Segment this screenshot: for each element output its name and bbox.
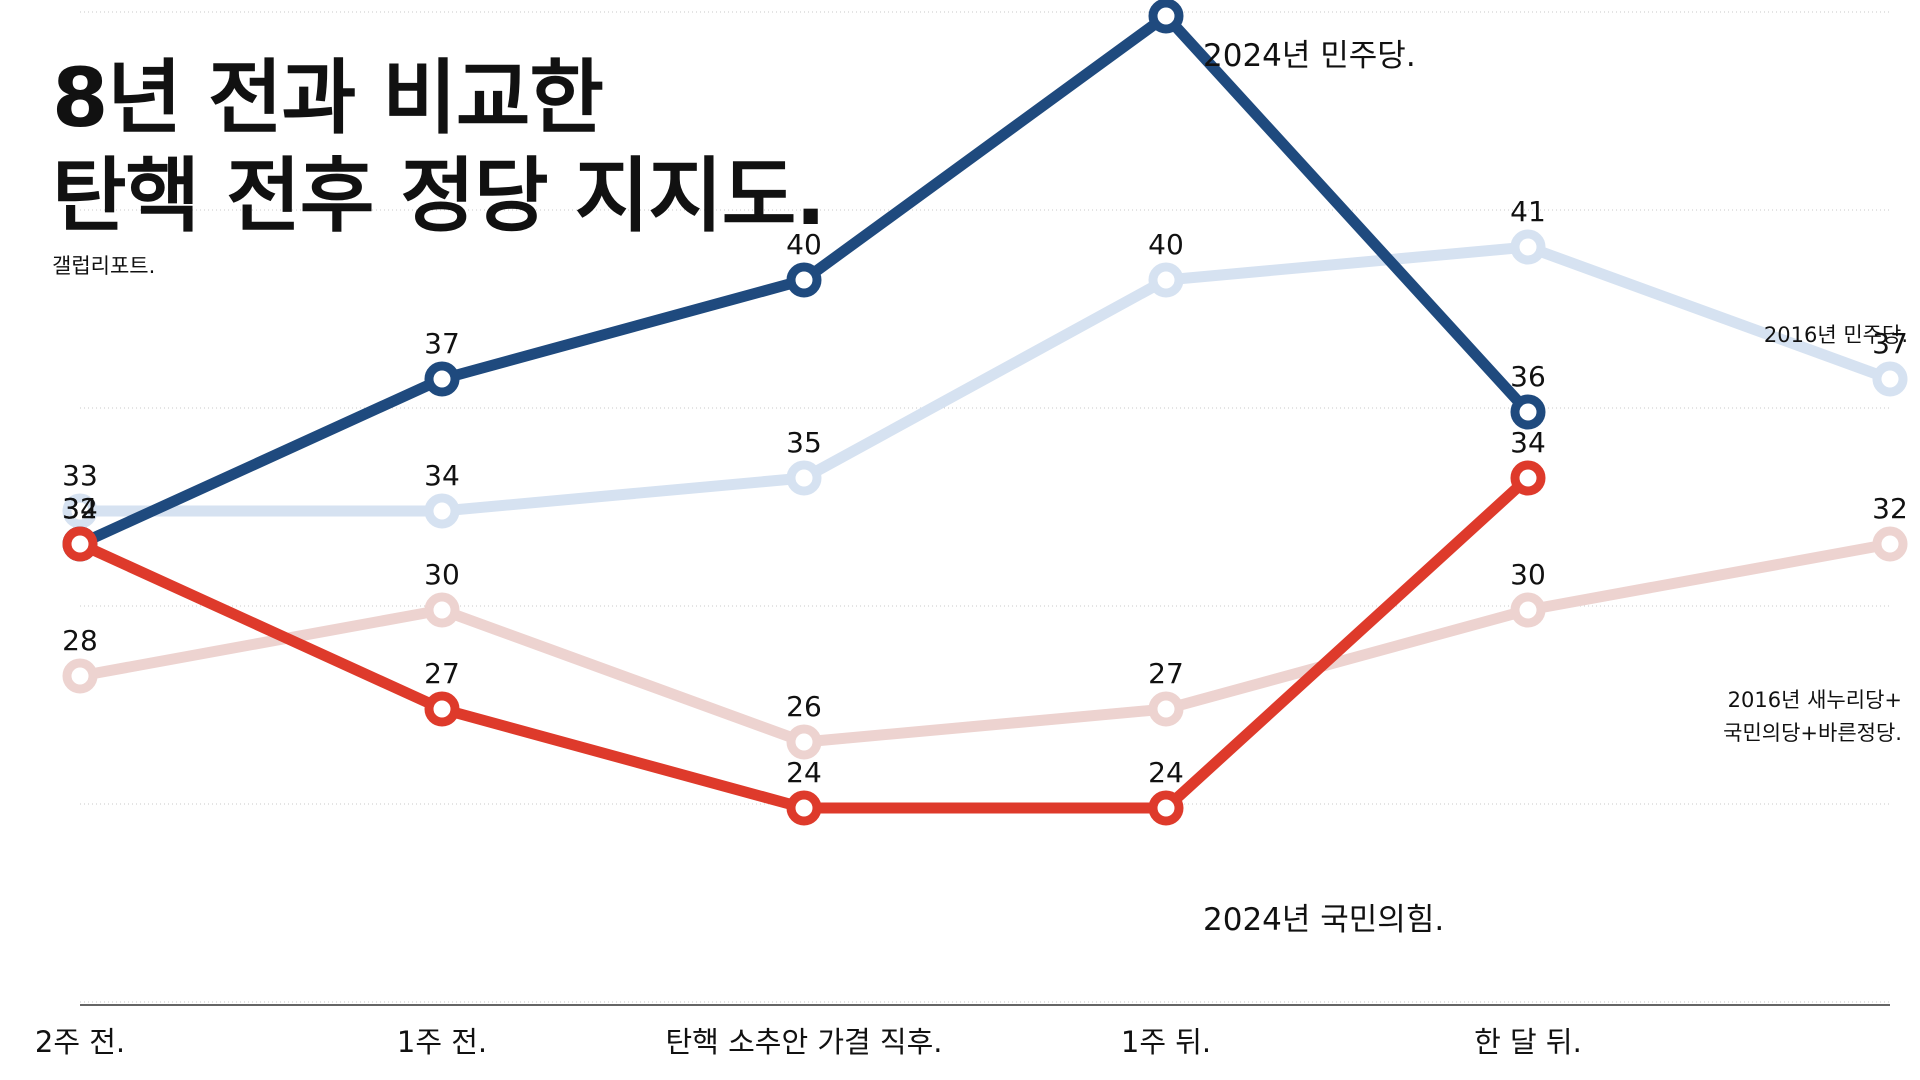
data-point	[1148, 691, 1184, 727]
data-point	[62, 658, 98, 694]
data-point	[1872, 361, 1908, 397]
data-label: 34	[424, 459, 460, 492]
data-point	[62, 493, 98, 529]
data-point	[424, 691, 460, 727]
data-labels: 3334354041372830262730323437404836322724…	[62, 195, 1908, 789]
data-label: 24	[1148, 756, 1184, 789]
data-label: 32	[62, 492, 98, 525]
data-label: 35	[786, 426, 822, 459]
title-line-1: 8년 전과 비교한	[52, 52, 604, 146]
data-label: 27	[424, 657, 460, 690]
series-3	[62, 460, 1546, 826]
data-label: 40	[786, 228, 822, 261]
series-2	[62, 0, 1546, 562]
data-point	[1510, 394, 1546, 430]
data-point	[786, 790, 822, 826]
data-label: 30	[1510, 558, 1546, 591]
data-label: 40	[1148, 228, 1184, 261]
data-point	[424, 592, 460, 628]
data-point	[1148, 790, 1184, 826]
data-label: 36	[1510, 360, 1546, 393]
gridlines	[80, 11, 1890, 1003]
data-label: 24	[786, 756, 822, 789]
x-tick-label: 1주 뒤.	[1121, 1025, 1211, 1059]
data-label: 41	[1510, 195, 1546, 228]
x-tick-labels: 2주 전. 1주 전. 탄핵 소추안 가결 직후. 1주 뒤. 한 달 뒤.	[35, 1025, 1582, 1059]
data-point	[424, 361, 460, 397]
source-note: 갤럽리포트.	[52, 254, 156, 278]
data-point	[786, 724, 822, 760]
data-label: 37	[1872, 327, 1908, 360]
x-tick-label: 한 달 뒤.	[1474, 1025, 1582, 1059]
data-point	[786, 262, 822, 298]
data-label: 32	[1872, 492, 1908, 525]
data-label: 30	[424, 558, 460, 591]
data-point	[62, 526, 98, 562]
chart-title: 8년 전과 비교한 탄핵 전후 정당 지지도.	[52, 50, 826, 246]
series-name-label: 2024년 국민의힘.	[1203, 902, 1444, 938]
series-name-label: 2016년 민주당.	[1764, 323, 1908, 347]
data-label: 34	[62, 492, 98, 525]
x-tick-label: 2주 전.	[35, 1025, 125, 1059]
data-label: 26	[786, 690, 822, 723]
series-name-label: 국민의당+바른정당.	[1723, 721, 1902, 745]
data-label: 33	[62, 459, 98, 492]
series-layer	[62, 0, 1908, 826]
series-1	[62, 526, 1908, 760]
series-name-label: 2016년 새누리당+	[1728, 688, 1902, 712]
data-point	[1510, 229, 1546, 265]
x-tick-label: 1주 전.	[397, 1025, 487, 1059]
x-tick-label: 탄핵 소추안 가결 직후.	[666, 1025, 943, 1059]
data-point	[1148, 0, 1184, 34]
data-point	[424, 493, 460, 529]
series-line	[74, 538, 1896, 748]
series-line	[74, 241, 1896, 517]
series-labels: 2016년 민주당. 2016년 새누리당+ 국민의당+바른정당. 2024년 민주당…	[1203, 38, 1908, 938]
data-label: 37	[424, 327, 460, 360]
series-0	[62, 229, 1908, 529]
title-line-2: 탄핵 전후 정당 지지도.	[52, 150, 826, 244]
data-point	[1510, 592, 1546, 628]
data-label: 34	[1510, 426, 1546, 459]
data-point	[786, 460, 822, 496]
data-label: 28	[62, 624, 98, 657]
series-name-label: 2024년 민주당.	[1203, 38, 1416, 74]
data-point	[1148, 262, 1184, 298]
data-point	[1872, 526, 1908, 562]
data-point	[1510, 460, 1546, 496]
data-label: 27	[1148, 657, 1184, 690]
